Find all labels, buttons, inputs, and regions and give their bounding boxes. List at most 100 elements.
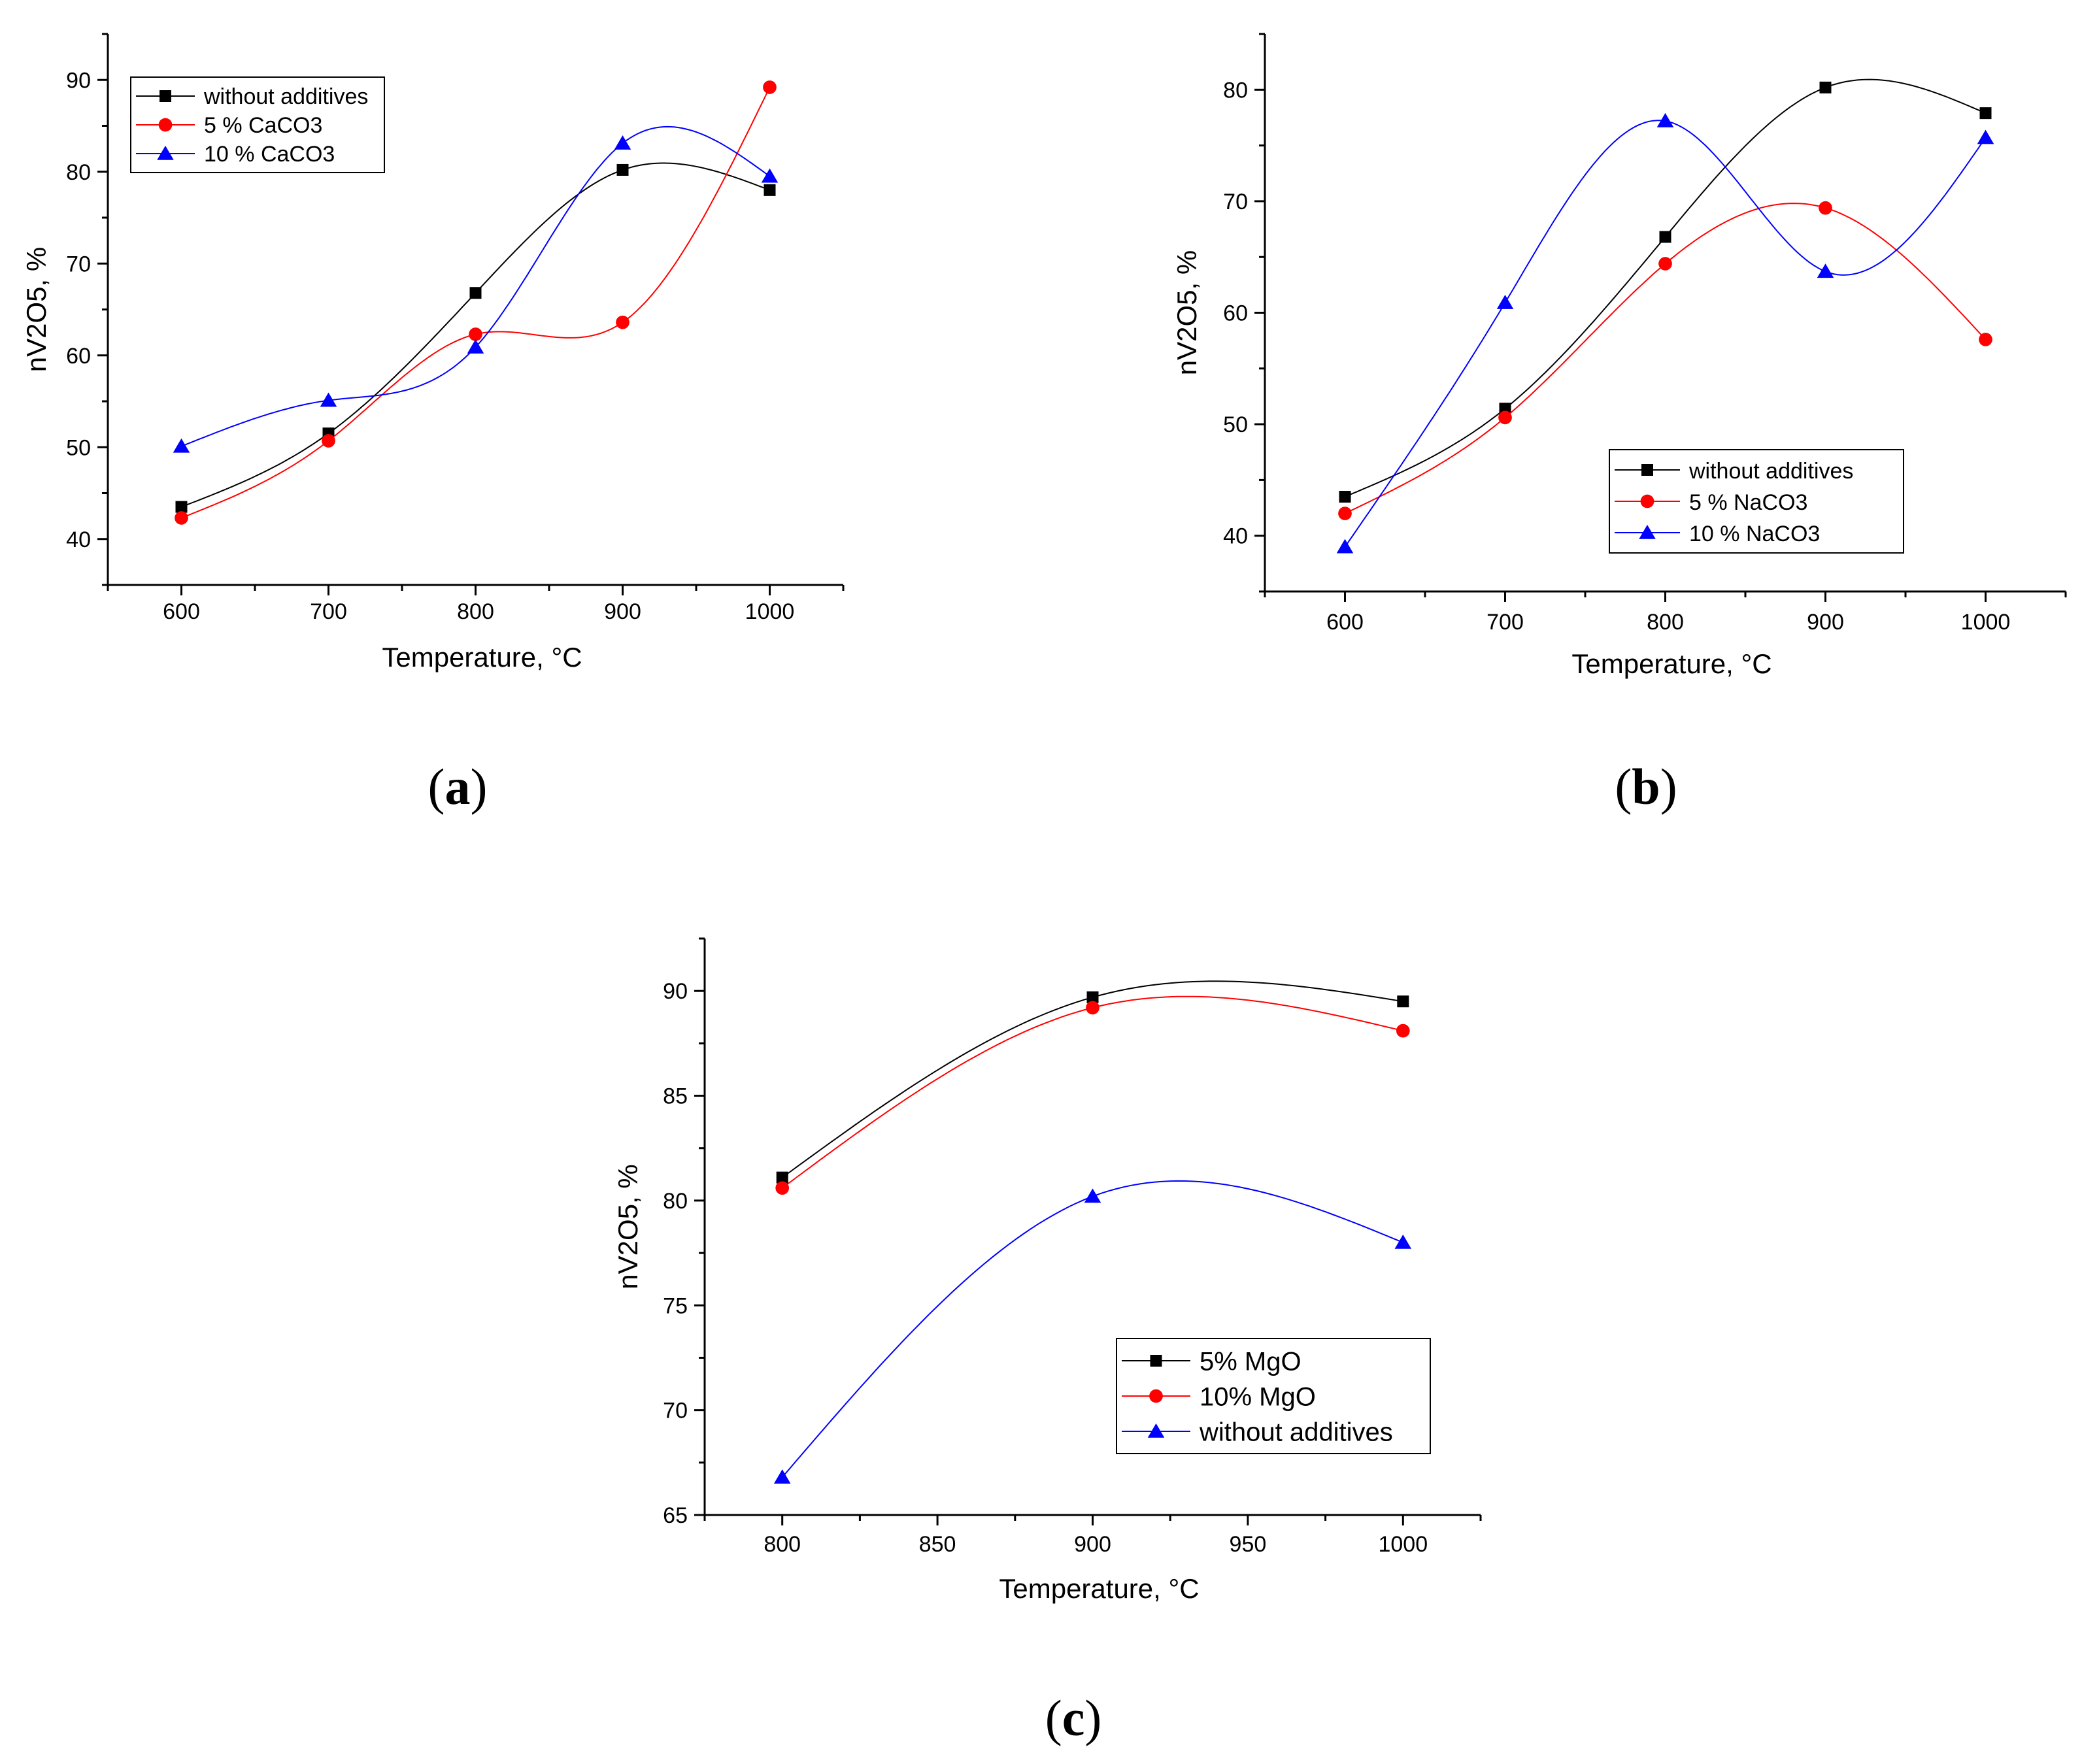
series-1 xyxy=(775,995,1410,1195)
y-tick-label: 70 xyxy=(66,252,91,276)
y-tick-label: 75 xyxy=(663,1293,688,1318)
y-tick-label: 70 xyxy=(663,1399,688,1423)
legend-label: 10 % NaCO3 xyxy=(1689,522,1820,546)
y-tick-label: 60 xyxy=(66,344,91,369)
data-point xyxy=(1659,231,1671,243)
data-point xyxy=(1498,410,1512,425)
legend-label: 5 % NaCO3 xyxy=(1689,490,1807,515)
y-axis-title: nV2O5, % xyxy=(1171,250,1202,375)
data-point xyxy=(614,135,631,150)
series-curve xyxy=(1345,78,1986,497)
data-point xyxy=(1338,507,1352,520)
legend-label: 5% MgO xyxy=(1200,1347,1301,1376)
x-tick-label: 800 xyxy=(1647,610,1684,635)
data-point xyxy=(616,163,629,176)
x-tick-label: 900 xyxy=(604,599,641,624)
series-0 xyxy=(776,980,1409,1184)
x-tick-label: 1000 xyxy=(1378,1532,1428,1557)
panel-letter: b xyxy=(1632,758,1660,815)
data-point xyxy=(1979,107,1992,120)
y-tick-label: 70 xyxy=(1223,190,1248,214)
data-point xyxy=(1819,201,1832,215)
panel-label: (b) xyxy=(1615,758,1677,815)
legend-marker xyxy=(158,118,173,132)
data-point xyxy=(320,392,337,407)
x-tick-label: 600 xyxy=(1326,610,1364,635)
legend-entry: 10 % CaCO3 xyxy=(136,142,335,167)
y-tick-label: 80 xyxy=(1223,78,1248,103)
legend-entry: 10 % NaCO3 xyxy=(1615,522,1820,546)
data-point xyxy=(1336,539,1354,554)
legend-marker xyxy=(1641,464,1653,476)
data-point xyxy=(467,339,484,354)
data-point xyxy=(1396,1023,1410,1038)
series-1 xyxy=(1338,201,1992,520)
panel-label: (a) xyxy=(428,758,488,815)
legend-marker xyxy=(157,145,174,160)
legend-entry: 5% MgO xyxy=(1122,1347,1301,1376)
data-point xyxy=(1656,112,1674,127)
legend-entry: 5 % CaCO3 xyxy=(136,113,322,138)
legend-label: 10% MgO xyxy=(1200,1382,1316,1411)
y-tick-label: 90 xyxy=(663,979,688,1004)
y-tick-label: 85 xyxy=(663,1084,688,1109)
y-tick-label: 40 xyxy=(66,527,91,552)
data-point xyxy=(1977,129,1994,144)
data-point xyxy=(1397,995,1409,1008)
legend-marker xyxy=(1150,1355,1162,1367)
x-axis-title: Temperature, °C xyxy=(999,1573,1199,1604)
legend-marker xyxy=(1639,524,1656,539)
y-tick-label: 60 xyxy=(1223,301,1248,326)
x-tick-label: 800 xyxy=(457,599,494,624)
series-curve xyxy=(181,125,771,447)
legend-marker xyxy=(1640,494,1654,508)
legend-entry: without additives xyxy=(1615,459,1853,484)
y-tick-label: 40 xyxy=(1223,524,1248,549)
data-point xyxy=(175,501,188,513)
data-point xyxy=(776,1171,788,1184)
data-point xyxy=(175,511,188,525)
data-point xyxy=(1817,263,1834,278)
y-tick-label: 80 xyxy=(663,1189,688,1214)
legend-entry: 5 % NaCO3 xyxy=(1615,490,1807,515)
data-point xyxy=(469,327,482,341)
x-tick-label: 900 xyxy=(1807,610,1844,635)
data-point xyxy=(1658,257,1672,271)
legend-label: 5 % CaCO3 xyxy=(204,113,322,138)
data-point xyxy=(1394,1234,1412,1249)
y-axis-title: nV2O5, % xyxy=(21,247,52,372)
legend-label: without additives xyxy=(1199,1418,1393,1446)
series-curve xyxy=(782,995,1403,1189)
y-tick-label: 50 xyxy=(1223,412,1248,437)
data-point xyxy=(1819,81,1832,93)
series-2 xyxy=(173,125,779,453)
data-point xyxy=(1086,991,1099,1003)
legend-label: without additives xyxy=(203,84,368,109)
x-tick-label: 850 xyxy=(919,1532,956,1557)
series-2 xyxy=(1336,112,1994,554)
series-2 xyxy=(773,1180,1412,1484)
panel-letter: a xyxy=(445,758,471,815)
legend-marker xyxy=(1147,1423,1165,1438)
panel-letter: c xyxy=(1062,1689,1085,1746)
y-tick-label: 90 xyxy=(66,68,91,93)
x-tick-label: 950 xyxy=(1230,1532,1267,1557)
data-point xyxy=(173,438,190,453)
legend-entry: without additives xyxy=(136,84,368,109)
data-point xyxy=(1496,294,1514,309)
data-point xyxy=(322,434,335,448)
x-axis-title: Temperature, °C xyxy=(382,642,582,673)
data-point xyxy=(773,1469,791,1484)
data-point xyxy=(1339,490,1351,503)
x-tick-label: 900 xyxy=(1074,1532,1111,1557)
data-point xyxy=(1086,1001,1100,1015)
legend-entry: 10% MgO xyxy=(1122,1382,1316,1411)
x-tick-label: 800 xyxy=(764,1532,801,1557)
series-0 xyxy=(1339,78,1992,503)
data-point xyxy=(775,1181,790,1195)
series-1 xyxy=(175,80,777,525)
x-tick-label: 700 xyxy=(310,599,347,624)
y-axis-title: nV2O5, % xyxy=(613,1164,643,1289)
data-point xyxy=(761,168,779,183)
